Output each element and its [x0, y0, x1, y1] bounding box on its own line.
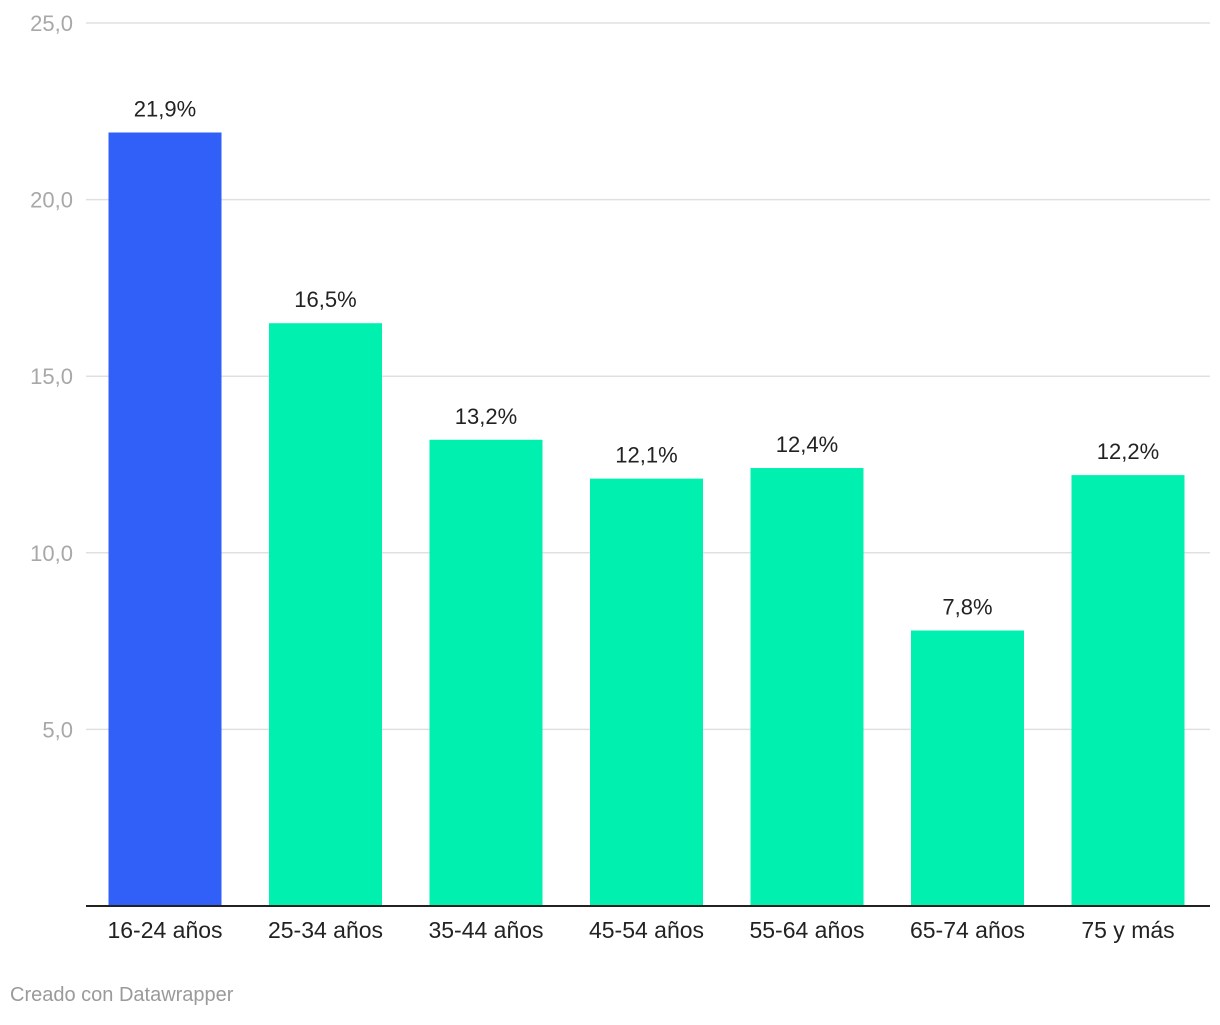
x-tick-label: 65-74 años [910, 917, 1025, 943]
data-label: 7,8% [942, 595, 992, 620]
x-tick-label: 25-34 años [268, 917, 383, 943]
data-label: 13,2% [455, 404, 517, 429]
data-label: 16,5% [294, 287, 356, 312]
bar [269, 323, 382, 907]
bar [429, 439, 543, 906]
bar [750, 468, 864, 906]
bar [911, 630, 1024, 906]
data-label: 12,2% [1097, 439, 1159, 464]
bar [108, 132, 222, 906]
y-tick-label: 20,0 [30, 188, 73, 213]
x-tick-label: 55-64 años [749, 917, 864, 943]
bar [590, 478, 703, 906]
y-tick-label: 5,0 [42, 717, 73, 742]
x-tick-label: 75 y más [1081, 917, 1174, 943]
y-tick-label: 25,0 [30, 11, 73, 36]
x-tick-label: 16-24 años [107, 917, 222, 943]
x-tick-label: 35-44 años [428, 917, 543, 943]
x-tick-label: 45-54 años [589, 917, 704, 943]
y-tick-label: 10,0 [30, 541, 73, 566]
data-label: 12,1% [615, 443, 677, 468]
y-tick-label: 15,0 [30, 364, 73, 389]
bar [1071, 475, 1185, 906]
data-label: 21,9% [134, 96, 196, 121]
data-label: 12,4% [776, 432, 838, 457]
credit-text: Creado con Datawrapper [10, 984, 234, 1006]
